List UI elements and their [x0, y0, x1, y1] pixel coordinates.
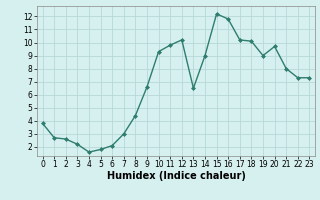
X-axis label: Humidex (Indice chaleur): Humidex (Indice chaleur) — [107, 171, 245, 181]
